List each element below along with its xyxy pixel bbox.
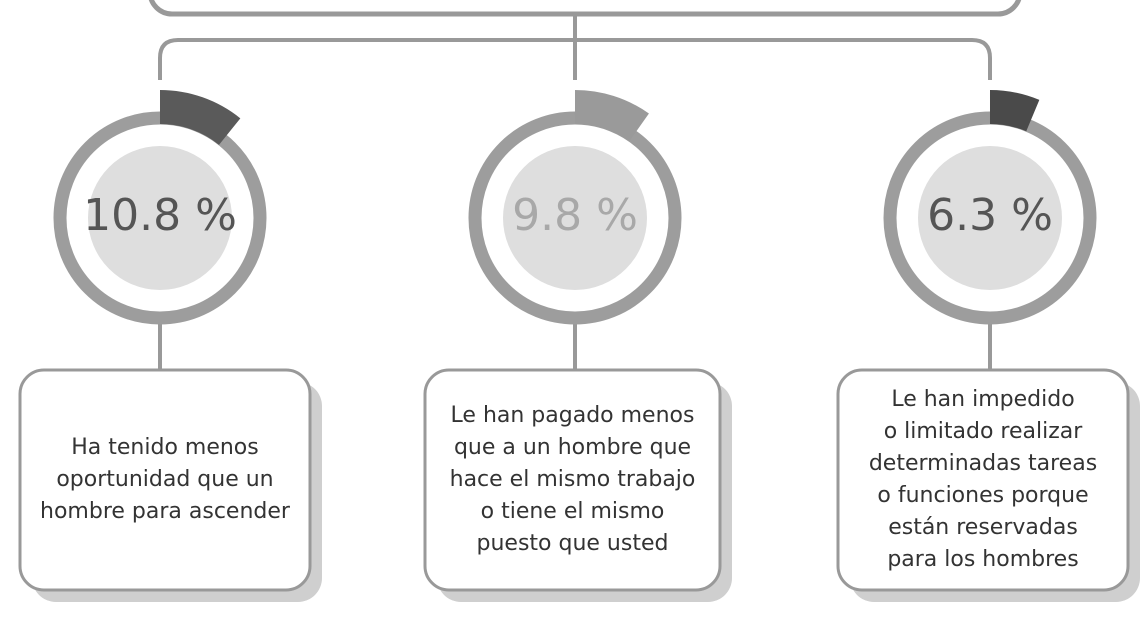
gauge-center [918, 146, 1062, 290]
description-line: hombre para ascender [40, 499, 291, 524]
text-box [18, 368, 312, 592]
description-line: para los hombres [887, 547, 1078, 572]
gauge-center [88, 146, 232, 290]
gauge-arc [574, 90, 649, 142]
description-line: hace el mismo trabajo [450, 467, 696, 492]
description-line: oportunidad que un [56, 467, 273, 492]
gauge-ring [883, 111, 1097, 325]
text-box [836, 368, 1130, 592]
description-line: puesto que usted [477, 531, 669, 556]
description-line: Le han impedido [891, 387, 1074, 412]
top-box [148, 0, 1022, 17]
description-line: determinadas tareas [869, 451, 1097, 476]
description-line: o limitado realizar [884, 419, 1084, 444]
bracket [158, 38, 992, 80]
text-box [423, 368, 722, 592]
description-line: Ha tenido menos [71, 435, 258, 460]
gauge-arc [159, 90, 241, 146]
description-line: Le han pagado menos [451, 403, 695, 428]
description-line: que a un hombre que [454, 435, 691, 460]
description-line: o tiene el mismo [481, 499, 665, 524]
percentage: 9.8 % [512, 190, 638, 241]
description-line: o funciones porque [877, 483, 1088, 508]
gauge-arc [989, 90, 1040, 132]
gauge-center [503, 146, 647, 290]
percentage: 6.3 % [927, 190, 1053, 241]
percentage: 10.8 % [83, 190, 237, 241]
description-line: están reservadas [888, 515, 1078, 540]
